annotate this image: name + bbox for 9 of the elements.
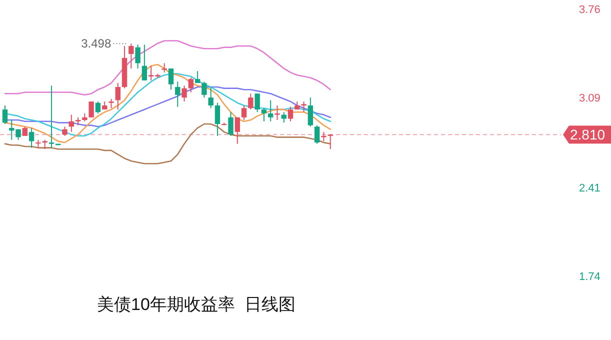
y-tick-label: 3.76	[579, 4, 600, 16]
y-tick-label: 1.74	[579, 271, 600, 283]
ref-line-label: 2.810	[570, 126, 606, 143]
line-series	[4, 40, 332, 96]
annotation: 3.498	[81, 36, 112, 51]
ref-line: 2.810	[0, 126, 611, 144]
y-tick-label: 3.09	[579, 92, 600, 105]
y-tick-label: 2.41	[579, 182, 600, 194]
text: 美债10年期收益率 日线图	[97, 295, 296, 314]
